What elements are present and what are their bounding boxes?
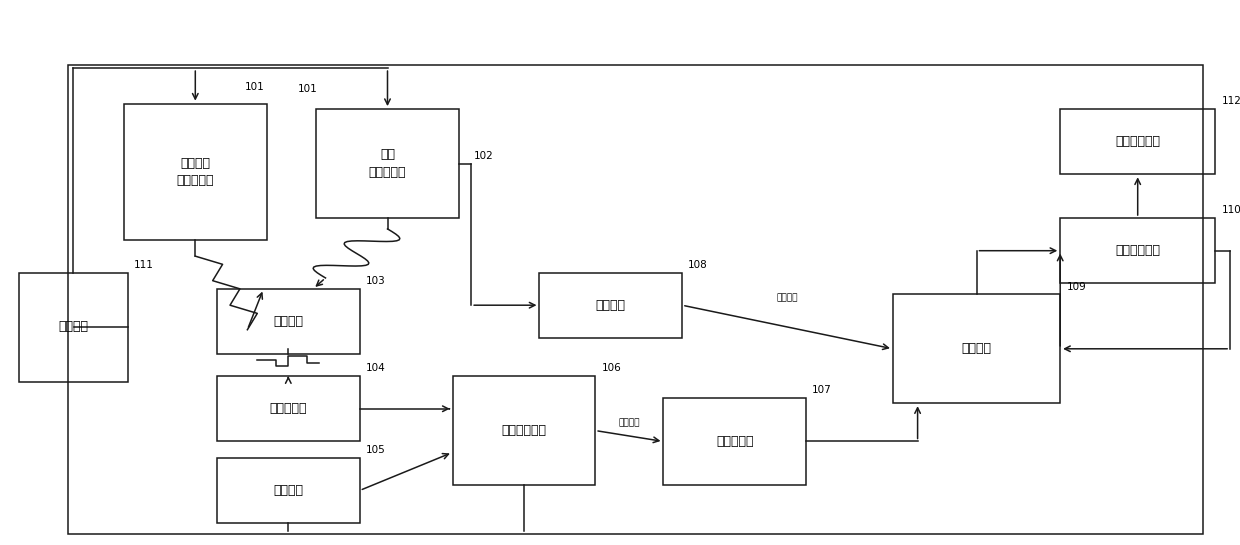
Bar (316, 109, 459, 218)
Text: 控制装置: 控制装置 (58, 320, 88, 334)
Bar (217, 376, 360, 441)
Text: 104: 104 (366, 364, 386, 373)
Bar (663, 398, 806, 485)
Bar (539, 272, 682, 338)
Text: 参考信号: 参考信号 (776, 293, 799, 302)
Text: 111: 111 (134, 260, 154, 270)
Bar (68, 65, 1203, 534)
Text: 锁相电路: 锁相电路 (961, 342, 992, 355)
Text: 106: 106 (601, 364, 621, 373)
Text: 108: 108 (688, 260, 708, 270)
Text: 温控电路: 温控电路 (273, 484, 304, 497)
Text: 调制
信号发生器: 调制 信号发生器 (368, 148, 407, 179)
Bar (453, 376, 595, 485)
Text: 109: 109 (1066, 282, 1086, 292)
Text: 102: 102 (474, 151, 494, 161)
Bar (217, 458, 360, 523)
Text: 112: 112 (1221, 96, 1240, 106)
Text: 光电探测器: 光电探测器 (715, 435, 754, 448)
Text: 101: 101 (246, 82, 264, 92)
Text: 激光电流源: 激光电流源 (269, 402, 308, 415)
Text: 检测气体: 检测气体 (619, 419, 640, 428)
Bar (893, 294, 1060, 403)
Text: 波长扫描
信号发生器: 波长扫描 信号发生器 (176, 156, 215, 187)
Bar (1060, 218, 1215, 283)
Text: 105: 105 (366, 445, 386, 455)
Text: 信号处理模块: 信号处理模块 (1115, 244, 1161, 257)
Text: 半导体激光器: 半导体激光器 (501, 424, 547, 437)
Bar (217, 289, 360, 354)
Text: 110: 110 (1221, 205, 1240, 215)
Text: 倍频电路: 倍频电路 (595, 299, 626, 312)
Text: 107: 107 (812, 385, 832, 395)
Text: 101: 101 (298, 84, 317, 94)
Bar (19, 272, 128, 382)
Text: 加法电路: 加法电路 (273, 315, 304, 328)
Text: 浓度计算模块: 浓度计算模块 (1115, 135, 1161, 148)
Bar (124, 104, 267, 240)
Bar (1060, 109, 1215, 174)
Text: 103: 103 (366, 276, 386, 286)
